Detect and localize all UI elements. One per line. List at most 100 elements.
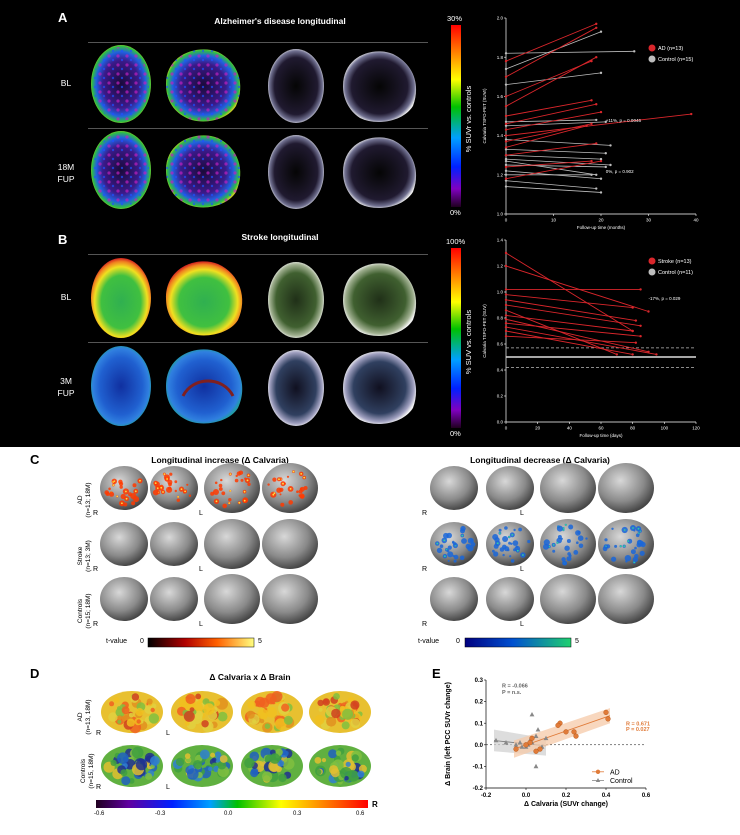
colorbar-a-min: 0%: [450, 208, 461, 217]
chart-scatter-calvaria-brain: -0.2 0.0 0.2 0.4 0.6 -0.2 -0.1 0.0 0.1 0.2 0.3 Δ Ca…: [445, 678, 651, 808]
x-tick-label: 120: [692, 426, 700, 431]
correlation-patch: [342, 708, 354, 720]
ad-point: [537, 746, 543, 752]
activation-blob: [470, 539, 474, 543]
activation-blob: [131, 501, 136, 506]
legend-label-stroke: Stroke (n=13): [658, 259, 692, 265]
activation-blob: [493, 551, 499, 557]
annotation: 0%, p = 0.902: [606, 169, 634, 174]
correlation-patch: [202, 698, 210, 705]
panel-b-title: Stroke longitudinal: [241, 232, 319, 242]
ad-ci-band: [514, 708, 610, 758]
activation-blob: [447, 551, 454, 558]
activation-peak: [125, 490, 127, 493]
stroke-point: [631, 306, 634, 309]
ad-point: [529, 735, 535, 741]
separator-line: [88, 42, 428, 43]
side-label-r: R: [422, 621, 428, 628]
ad-point: [504, 122, 508, 126]
x-axis-label: Δ Calvaria (SUVr change): [524, 801, 608, 808]
colorbar-b-min: 0%: [450, 429, 461, 438]
chart-stroke-longitudinal: 0 20 40 60 80 100 120 0.0 0.2 0.4 0.6 0.8 1.0 1.2 1.4 F…: [482, 238, 700, 438]
activation-blob: [498, 528, 502, 532]
y-tick-label: 0.6: [497, 342, 504, 347]
y-tick-label: 0.2: [475, 700, 484, 706]
correlation-patch: [136, 719, 141, 724]
correlation-patch: [219, 755, 228, 763]
ad-point: [595, 22, 598, 26]
activation-blob: [604, 538, 608, 542]
activation-peak: [246, 479, 249, 482]
activation-blob: [228, 498, 232, 502]
activation-blob: [527, 539, 531, 544]
row-label-fup: FUP: [57, 388, 75, 398]
activation-peak: [516, 549, 519, 552]
r-scale-tick: -0.3: [155, 811, 166, 817]
correlation-patch: [146, 698, 153, 705]
activation-blob: [436, 547, 443, 554]
correlation-patch: [175, 757, 185, 767]
x-tick-label: 40: [567, 426, 573, 431]
activation-blob: [459, 555, 465, 561]
correlation-patch: [113, 697, 120, 703]
activation-blob: [288, 500, 293, 505]
activation-blob: [169, 472, 173, 476]
activation-blob: [508, 541, 511, 545]
brain-surface: [100, 522, 148, 566]
correlation-patch: [328, 749, 338, 759]
panel-letter-c: C: [30, 452, 40, 467]
activation-blob: [513, 528, 516, 532]
stroke-point: [504, 298, 508, 301]
correlation-patch: [315, 769, 322, 775]
stroke-point: [504, 335, 508, 338]
ad-point: [504, 134, 508, 137]
ad-point: [504, 105, 508, 108]
activation-peak: [508, 536, 511, 538]
correlation-patch: [266, 706, 277, 718]
control-point: [513, 742, 519, 747]
y-tick-label: -0.1: [473, 765, 484, 771]
x-tick-label: 100: [661, 426, 669, 431]
correlation-patch: [350, 700, 360, 710]
y-tick-label: 1.6: [497, 94, 504, 99]
t-scale-cool: [464, 637, 572, 648]
activation-blob: [453, 554, 459, 560]
control-point: [535, 727, 541, 732]
control-line: [505, 31, 602, 70]
correlation-patch: [265, 693, 277, 705]
correlation-patch: [144, 704, 154, 714]
stroke-line: [505, 294, 633, 309]
legend-marker-ad: [648, 44, 656, 52]
stroke-point: [634, 319, 638, 322]
correlation-patch: [208, 766, 213, 772]
y-tick-label: 0.4: [497, 368, 504, 373]
control-point: [604, 120, 607, 124]
activation-blob: [218, 487, 223, 491]
ad-line: [505, 160, 592, 168]
activation-blob: [578, 543, 584, 549]
control-point: [595, 173, 598, 176]
correlation-patch: [314, 714, 325, 725]
correlation-patch: [274, 718, 287, 730]
activation-blob: [132, 483, 137, 488]
activation-blob: [585, 537, 588, 540]
side-label-r: R: [422, 566, 428, 573]
control-line: [505, 72, 602, 86]
activation-blob: [446, 549, 450, 553]
correlation-patch: [314, 757, 322, 764]
correlation-patch: [283, 715, 293, 725]
colorbar-a-max: 30%: [447, 14, 463, 23]
correlation-patch: [184, 753, 191, 759]
correlation-patch: [150, 707, 155, 713]
correlation-patch: [246, 710, 255, 719]
activation-blob: [121, 504, 123, 507]
activation-blob: [174, 489, 177, 493]
activation-peak: [522, 554, 524, 556]
activation-blob: [630, 549, 636, 555]
ad-line: [505, 27, 597, 78]
stroke-point: [504, 264, 508, 268]
stroke-point: [504, 288, 508, 291]
activation-peak: [632, 527, 634, 529]
correlation-patch: [333, 693, 340, 700]
activation-blob: [446, 532, 453, 539]
